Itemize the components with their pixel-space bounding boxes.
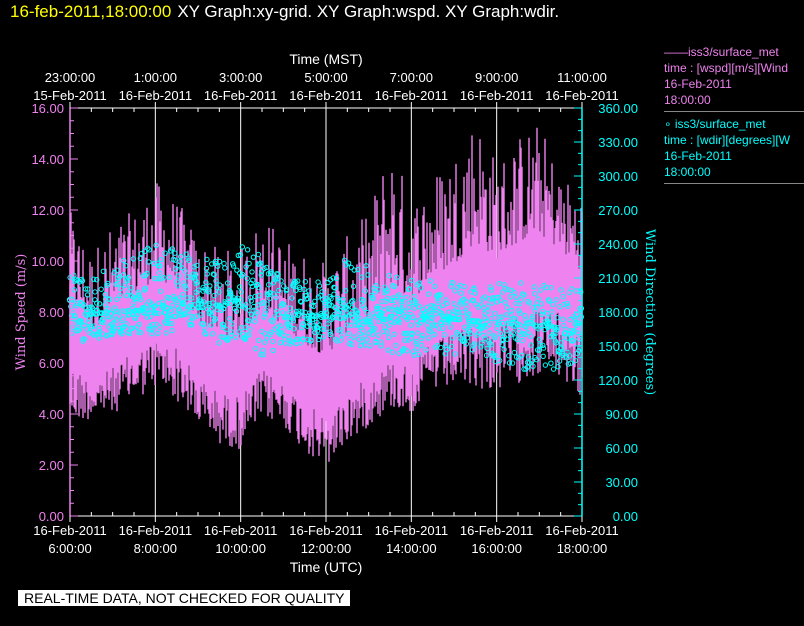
y-tick-label: 4.00 [39, 407, 64, 422]
y-tick-label: 2.00 [39, 458, 64, 473]
y2-tick-label: 180.00 [598, 305, 638, 320]
x2-tick-date: 16-Feb-2011 [289, 88, 362, 103]
x-tick-date: 16-Feb-2011 [204, 523, 277, 538]
y-axis-title: Wind Speed (m/s) [14, 254, 29, 371]
x-tick-date: 16-Feb-2011 [33, 523, 106, 538]
x2-tick-date: 16-Feb-2011 [375, 88, 448, 103]
axis-layer [69, 102, 583, 522]
x2-axis-title: Time (MST) [289, 51, 362, 67]
y-tick-label: 0.00 [39, 509, 64, 524]
y-tick-label: 6.00 [39, 356, 64, 371]
y-tick-label: 14.00 [31, 152, 64, 167]
y2-tick-label: 360.00 [598, 101, 638, 116]
x-axis-title: Time (UTC) [290, 559, 363, 575]
x2-tick-time: 23:00:00 [45, 70, 96, 85]
x2-tick-time: 1:00:00 [134, 70, 177, 85]
x-tick-time: 6:00:00 [48, 541, 91, 556]
x-tick-time: 12:00:00 [301, 541, 352, 556]
legend-wdir-time: 18:00:00 [664, 165, 711, 179]
x-tick-date: 16-Feb-2011 [375, 523, 448, 538]
x2-tick-date: 16-Feb-2011 [545, 88, 618, 103]
x-tick-date: 16-Feb-2011 [289, 523, 362, 538]
x2-tick-time: 3:00:00 [219, 70, 262, 85]
x-tick-time: 16:00:00 [471, 541, 522, 556]
x2-tick-time: 5:00:00 [304, 70, 347, 85]
quality-disclaimer: REAL-TIME DATA, NOT CHECKED FOR QUALITY [18, 590, 351, 606]
legend-entry-wspd[interactable]: ——iss3/surface_met time : [wspd][m/s][Wi… [664, 44, 804, 112]
x2-tick-date: 16-Feb-2011 [460, 88, 533, 103]
window-title-bar: 16-feb-2011,18:00:00 XY Graph:xy-grid. XY… [0, 0, 804, 26]
x2-tick-time: 11:00:00 [557, 70, 607, 85]
timestamp: 16-feb-2011,18:00:00 [10, 2, 172, 21]
x-tick-date: 16-Feb-2011 [545, 523, 618, 538]
y-tick-label: 16.00 [31, 101, 64, 116]
legend-wdir-series: ∘ iss3/surface_met [664, 117, 766, 131]
x2-tick-date: 15-Feb-2011 [33, 88, 106, 103]
y2-tick-label: 30.00 [605, 475, 638, 490]
y2-tick-label: 330.00 [598, 135, 638, 150]
y-tick-label: 12.00 [31, 203, 64, 218]
y2-tick-label: 270.00 [598, 203, 638, 218]
x2-tick-date: 16-Feb-2011 [204, 88, 277, 103]
y2-tick-label: 300.00 [598, 169, 638, 184]
y2-tick-label: 90.00 [605, 407, 638, 422]
x-tick-time: 10:00:00 [215, 541, 266, 556]
x-tick-date: 16-Feb-2011 [119, 523, 192, 538]
y2-tick-label: 120.00 [598, 373, 638, 388]
graph-list: XY Graph:xy-grid. XY Graph:wspd. XY Grap… [177, 2, 560, 21]
y2-tick-label: 0.00 [613, 509, 638, 524]
x2-tick-time: 7:00:00 [390, 70, 433, 85]
x-tick-time: 18:00:00 [557, 541, 608, 556]
legend-wdir-variable: time : [wdir][degrees][W [664, 133, 791, 147]
legend-entry-wdir[interactable]: ∘ iss3/surface_met time : [wdir][degrees… [664, 116, 804, 184]
y2-axis-title: Wind Direction (degrees) [642, 229, 657, 395]
x2-tick-time: 9:00:00 [475, 70, 518, 85]
y2-tick-label: 150.00 [598, 339, 638, 354]
legend-wspd-series: ——iss3/surface_met [664, 45, 779, 59]
legend-wdir-date: 16-Feb-2011 [664, 149, 732, 163]
legend: ——iss3/surface_met time : [wspd][m/s][Wi… [664, 44, 804, 188]
y2-tick-label: 240.00 [598, 237, 638, 252]
x-tick-time: 8:00:00 [134, 541, 177, 556]
x-tick-date: 16-Feb-2011 [460, 523, 533, 538]
label-layer: 0.00 2.00 4.00 6.00 8.00 10.00 12.00 14.00 16.00… [14, 51, 657, 575]
legend-wspd-variable: time : [wspd][m/s][Wind [664, 61, 789, 75]
x2-tick-date: 16-Feb-2011 [119, 88, 192, 103]
x-tick-time: 14:00:00 [386, 541, 437, 556]
legend-wspd-date: 16-Feb-2011 [664, 77, 732, 91]
y2-tick-label: 60.00 [605, 441, 638, 456]
y2-tick-label: 210.00 [598, 271, 638, 286]
y-tick-label: 8.00 [39, 305, 64, 320]
legend-wspd-time: 18:00:00 [664, 93, 711, 107]
y-tick-label: 10.00 [31, 254, 64, 269]
